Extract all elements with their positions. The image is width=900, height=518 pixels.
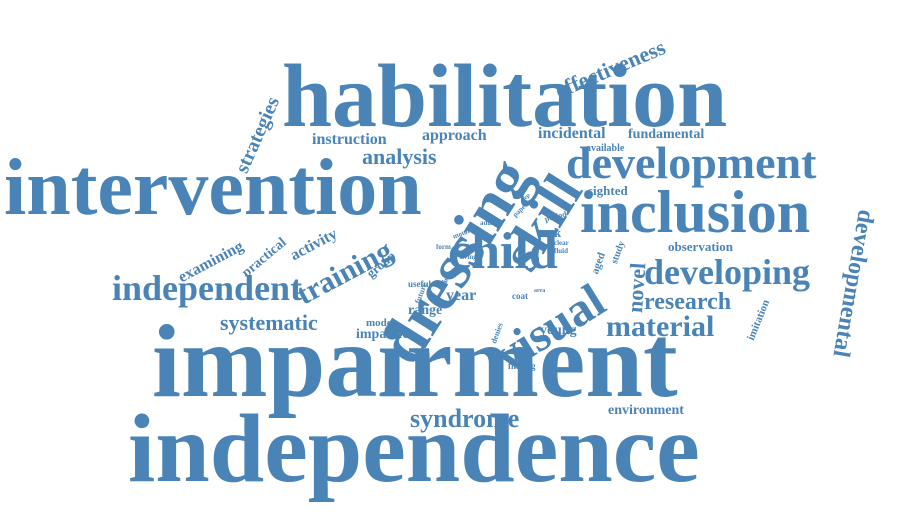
word-year: year <box>446 287 477 304</box>
word-living: living <box>460 253 477 261</box>
word-independent: independent <box>112 268 303 308</box>
word-fluid: fluid <box>554 247 569 255</box>
word-incidental: incidental <box>538 125 606 142</box>
word-analysis: analysis <box>362 144 437 169</box>
word-young: young <box>540 323 577 338</box>
word-useful: useful <box>408 279 432 289</box>
word-aged: aged <box>589 250 608 276</box>
word-instruction: instruction <box>312 131 387 148</box>
word-material: material <box>606 310 715 343</box>
word-research: research <box>644 289 732 315</box>
word-impaired: impaired <box>356 327 411 342</box>
word-developmental: developmental <box>827 207 879 360</box>
word-range: range <box>408 303 443 318</box>
word-coat: coat <box>512 291 528 301</box>
word-adult: adult <box>480 219 496 227</box>
word-impairment: impairment <box>152 304 678 419</box>
word-fundamental: fundamental <box>628 127 705 142</box>
word-systematic: systematic <box>220 310 318 335</box>
word-independence: independence <box>128 395 700 503</box>
word-novel: novel <box>622 261 651 314</box>
word-habilitation: habilitation <box>282 47 728 146</box>
word-task: task <box>538 225 562 240</box>
word-development: development <box>566 137 817 188</box>
word-finding: finding <box>508 361 536 371</box>
word-imitation: imitation <box>745 297 773 343</box>
word-form: form <box>436 243 451 251</box>
word-clear: clear <box>554 239 569 247</box>
word-child: child <box>448 223 558 280</box>
word-model: model <box>366 317 395 329</box>
word-inclusion: inclusion <box>580 179 811 245</box>
word-intervention: intervention <box>4 144 422 232</box>
word-developing: developing <box>644 252 811 292</box>
word-environment: environment <box>608 403 684 418</box>
word-syndrome: syndrome <box>410 404 520 433</box>
word-available: available <box>586 143 625 154</box>
word-area: area <box>534 288 546 294</box>
word-approach: approach <box>422 127 487 144</box>
word-sighted: sighted <box>588 183 628 198</box>
word-observation: observation <box>668 239 733 254</box>
